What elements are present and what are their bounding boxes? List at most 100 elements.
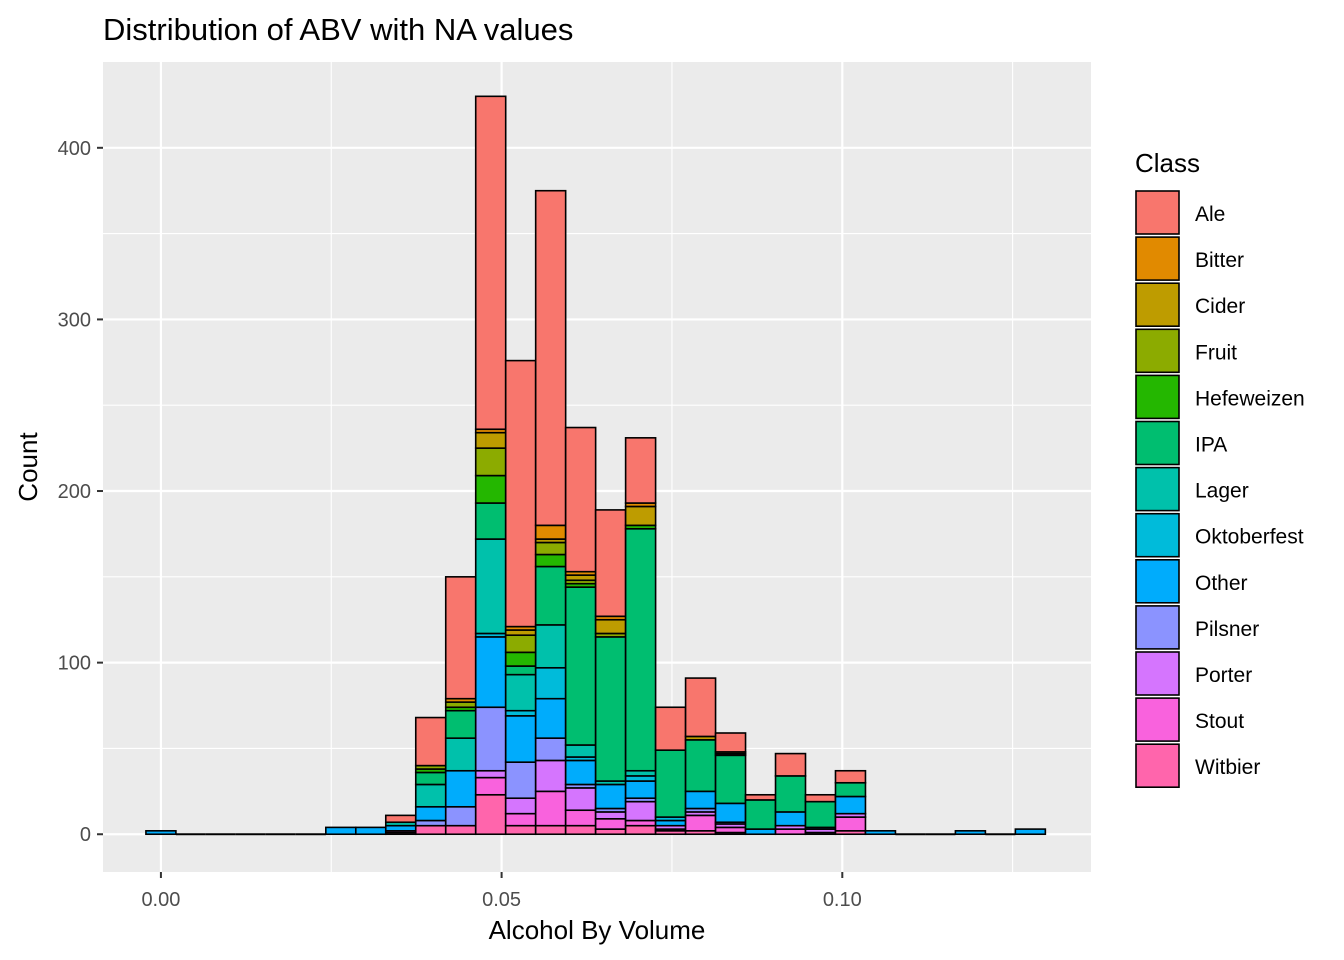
bar-segment-ipa <box>444 709 477 739</box>
bar-segment-ale <box>564 426 597 573</box>
legend-key-pilsner <box>1135 605 1180 650</box>
y-tick-label: 100 <box>58 653 91 675</box>
bar-segment-ipa <box>414 771 447 786</box>
bar-segment-other <box>414 805 447 822</box>
bar-segment-pilsner <box>474 706 507 772</box>
bar-segment-hefeweizen <box>534 553 567 568</box>
bar-segment-ipa <box>834 781 867 798</box>
bar-segment-ale <box>684 677 717 738</box>
bar-segment-witbier <box>504 824 537 836</box>
bar-segment-ale <box>714 732 747 753</box>
bar-segment-cider <box>474 431 507 449</box>
bar-segment-stout <box>684 814 717 832</box>
x-tick-label: 0.10 <box>823 889 862 911</box>
legend-label-stout: Stout <box>1195 710 1244 733</box>
legend-label-other: Other <box>1195 572 1248 595</box>
bar-segment-lager <box>444 737 477 772</box>
bar-segment-ale <box>744 793 777 801</box>
legend-key-oktoberfest <box>1135 512 1180 558</box>
bar-segment-pilsner <box>504 761 537 800</box>
bar-segment-witbier <box>474 793 507 836</box>
bar-segment-witbier <box>624 824 657 836</box>
bar-segment-other <box>474 636 507 709</box>
stacked-bars <box>145 95 1047 836</box>
bar-segment-ipa <box>624 527 657 772</box>
y-axis-title: Count <box>13 432 43 502</box>
bar-segment-other <box>504 715 537 763</box>
legend-key-hefeweizen <box>1135 374 1180 420</box>
bar-segment-stout <box>564 809 597 827</box>
bar-segment-other <box>954 830 987 836</box>
bar-segment-porter <box>474 769 507 779</box>
bar-segment-ipa <box>534 565 567 626</box>
bar-segment-ipa <box>714 754 747 805</box>
legend-key-ipa <box>1135 420 1180 466</box>
legend-key-porter <box>1135 651 1180 696</box>
bar-segment-ale <box>414 716 447 767</box>
legend-label-ale: Ale <box>1195 203 1225 226</box>
legend-key-stout <box>1135 697 1180 742</box>
bar-segment-ale <box>654 706 687 751</box>
legend-label-hefeweizen: Hefeweizen <box>1195 387 1305 410</box>
bar-segment-other <box>714 802 747 824</box>
bar-segment-witbier <box>414 824 447 836</box>
bar-segment-stout <box>834 816 867 832</box>
x-tick-label: 0.05 <box>482 889 521 911</box>
bar-segment-ale <box>624 437 657 504</box>
bar-segment-ipa <box>594 636 627 782</box>
legend-title: Class <box>1135 148 1200 178</box>
bar-segment-ipa <box>774 775 807 813</box>
bar-segment-ipa <box>474 502 507 540</box>
legend-key-bitter <box>1135 236 1180 281</box>
bar-segment-fruit <box>474 447 507 477</box>
bar-segment-witbier <box>444 824 477 836</box>
x-axis-title: Alcohol By Volume <box>489 915 706 945</box>
bar-segment-oktoberfest <box>534 666 567 700</box>
bar-segment-stout <box>534 790 567 827</box>
bar-segment-other <box>594 783 627 810</box>
bar-segment-ipa <box>504 665 537 676</box>
chart-title: Distribution of ABV with NA values <box>103 12 573 47</box>
bar-segment-ipa <box>564 586 597 746</box>
y-tick-label: 400 <box>58 138 91 160</box>
bar-segment-pilsner <box>444 805 477 827</box>
x-axis-ticks: 0.00 0.05 0.10 <box>141 872 862 911</box>
y-tick-label: 300 <box>58 309 91 331</box>
bar-segment-other <box>564 759 597 786</box>
legend-label-witbier: Witbier <box>1195 756 1260 779</box>
legend-label-fruit: Fruit <box>1195 341 1237 364</box>
bar-segment-witbier <box>534 824 567 836</box>
bar-segment-other <box>684 790 717 810</box>
x-tick-label: 0.00 <box>141 889 180 911</box>
bar-segment-ipa <box>654 749 687 818</box>
bar-segment-ale <box>474 95 507 431</box>
bar-segment-other <box>325 826 357 836</box>
bar-segment-ale <box>594 509 627 618</box>
bar-segment-other <box>624 780 657 800</box>
bar-segment-porter <box>594 811 627 820</box>
y-axis-ticks: 0 100 200 300 400 <box>58 138 103 846</box>
bar-segment-porter <box>504 797 537 815</box>
legend-key-fruit <box>1135 328 1180 374</box>
bar-segment-lager <box>504 673 537 712</box>
legend-key-other <box>1135 558 1180 604</box>
y-tick-label: 0 <box>80 824 91 846</box>
bar-segment-witbier <box>564 824 597 836</box>
legend-label-cider: Cider <box>1195 295 1245 318</box>
legend: Class Ale Bitter Cider Fruit Hefeweizen IPA La… <box>1135 148 1305 789</box>
legend-key-lager <box>1135 466 1180 512</box>
bar-segment-ale <box>804 793 837 803</box>
bar-segment-cider <box>624 505 657 527</box>
bar-segment-pilsner <box>534 737 567 762</box>
bar-segment-fruit <box>504 634 537 654</box>
bar-segment-other <box>1014 828 1047 836</box>
bar-segment-other <box>145 830 177 836</box>
bar-segment-ipa <box>804 800 837 829</box>
bar-segment-lager <box>564 744 597 758</box>
bar-segment-porter <box>534 759 567 793</box>
bar-segment-porter <box>564 787 597 812</box>
legend-label-lager: Lager <box>1195 480 1249 503</box>
bar-segment-other <box>444 769 477 808</box>
bar-segment-ipa <box>684 739 717 793</box>
